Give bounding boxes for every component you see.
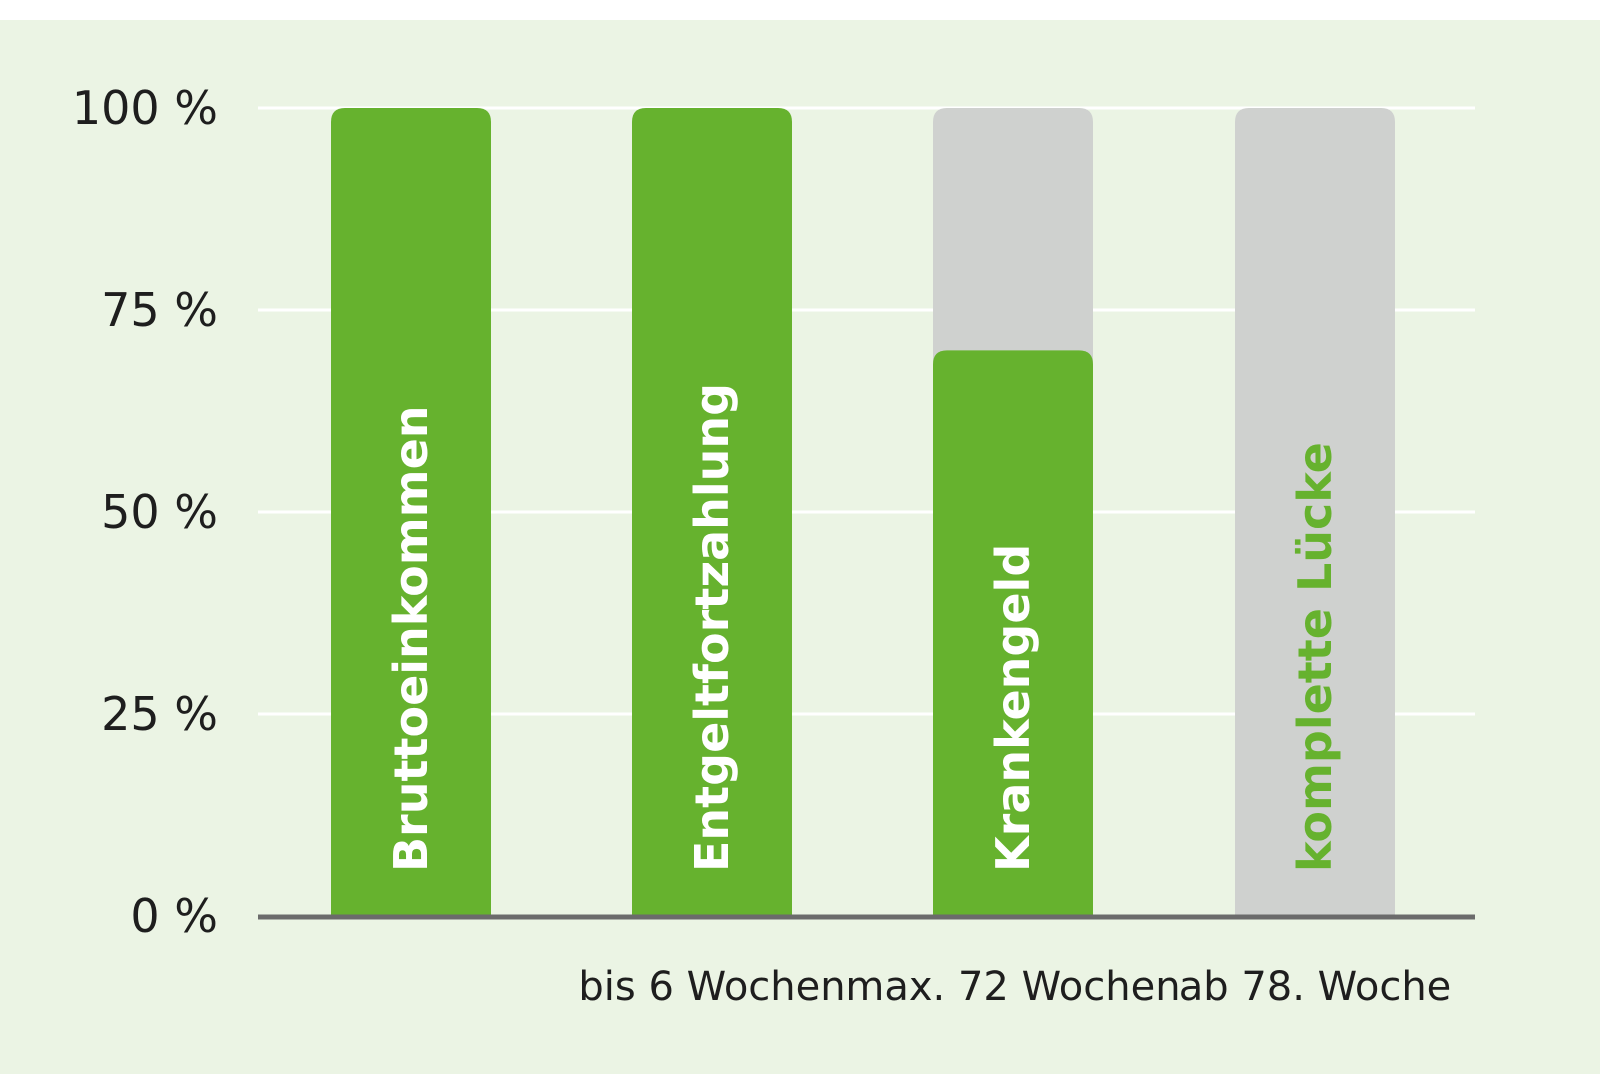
y-tick-label: 0 % bbox=[130, 889, 218, 943]
bar bbox=[632, 108, 792, 916]
x-category-label: bis 6 Wochen bbox=[578, 964, 845, 1010]
bar-background bbox=[1235, 108, 1395, 916]
x-category-label: ab 78. Woche bbox=[1179, 964, 1452, 1010]
bar bbox=[933, 350, 1093, 916]
bars: Bruttoeinkommen Entgeltfortzahlung Kranken… bbox=[331, 108, 1395, 916]
bar-label: komplette Lücke bbox=[1288, 442, 1342, 872]
bar bbox=[331, 108, 491, 916]
bar-label: Krankengeld bbox=[986, 544, 1040, 872]
y-tick-label: 100 % bbox=[72, 81, 218, 135]
y-axis-ticks: 0 % 25 % 50 % 75 % 100 % bbox=[72, 81, 218, 943]
x-category-label: max. 72 Wochen bbox=[845, 964, 1180, 1010]
y-tick-label: 25 % bbox=[101, 687, 218, 741]
bar-label: Bruttoeinkommen bbox=[384, 405, 438, 872]
y-tick-label: 50 % bbox=[101, 485, 218, 539]
y-tick-label: 75 % bbox=[101, 283, 218, 337]
bar-label: Entgeltfortzahlung bbox=[685, 383, 739, 872]
